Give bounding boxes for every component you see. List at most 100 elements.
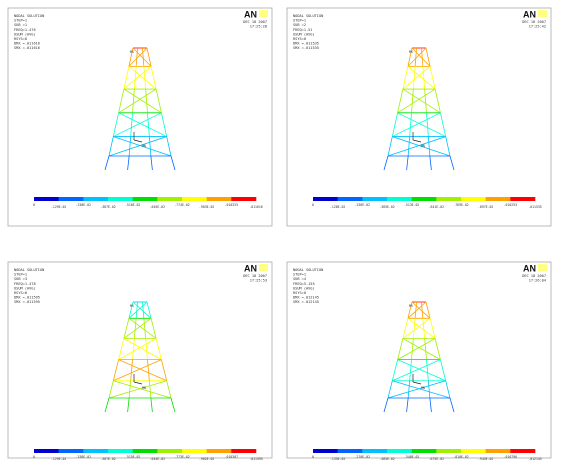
legend-label: .010307 [225, 455, 239, 459]
info-line: DMX =.012145 [293, 296, 319, 300]
logo-box [538, 10, 547, 17]
info-line: SUB =4 [293, 277, 306, 281]
legend-label: .387E-02 [100, 205, 115, 209]
logo-box [538, 264, 547, 271]
info-line: USUM (AVG) [293, 32, 315, 36]
legend-swatch [182, 197, 207, 201]
info-line: RSYS=0 [14, 37, 27, 41]
legend-swatch [133, 449, 158, 453]
legend-label: 0 [33, 455, 35, 459]
legend-label: .903E-02 [199, 205, 214, 209]
logo-box [259, 10, 268, 17]
panel-frame [8, 8, 272, 226]
info-line: USUM (AVG) [14, 32, 36, 36]
time: 17:25:53 [250, 279, 267, 283]
legend-swatch [486, 197, 511, 201]
legend-label: .011595 [249, 457, 263, 461]
legend-swatch [436, 197, 461, 201]
legend-label: .258E-02 [76, 203, 91, 207]
legend-swatch [313, 449, 338, 453]
legend-swatch [313, 197, 338, 201]
info-line: STEP=1 [14, 273, 27, 277]
legend-label: .385E-02 [379, 205, 394, 209]
legend-swatch [461, 449, 486, 453]
info-line: FREQ=1.51 [293, 28, 312, 32]
legend-label: .540E-02 [404, 455, 419, 459]
info-line: DMX =.011595 [14, 296, 40, 300]
info-line: STEP=1 [293, 19, 306, 23]
info-line: DMX =.011535 [293, 42, 319, 46]
legend-swatch [338, 197, 363, 201]
node-label: MX [130, 50, 134, 54]
legend-swatch [362, 449, 387, 453]
legend-label: .011535 [528, 205, 542, 209]
legend-label: .769E-02 [453, 203, 468, 207]
info-line: USUM (AVG) [293, 286, 315, 290]
legend-swatch [108, 197, 133, 201]
legend-swatch [338, 449, 363, 453]
legend-swatch [59, 197, 84, 201]
legend-label: .513E-02 [404, 203, 419, 207]
info-line: SUB =1 [14, 23, 27, 27]
legend-label: .515E-02 [125, 455, 140, 459]
legend-label: .129E-02 [51, 457, 66, 461]
legend-label: .516E-02 [125, 203, 140, 207]
info-line: DMX =.011616 [14, 42, 40, 46]
legend-swatch [182, 449, 207, 453]
date: DEC 18 2007 [243, 274, 267, 278]
legend-label: .012145 [528, 457, 542, 461]
legend-swatch [412, 197, 437, 201]
time: 17:25:42 [529, 25, 546, 29]
legend-label: .010325 [225, 203, 239, 207]
legend-label: .129E-02 [51, 205, 66, 209]
info-line: SMX =.011616 [14, 46, 40, 50]
legend-swatch [34, 197, 59, 201]
panel-frame [287, 8, 551, 226]
node-label: MN [421, 386, 425, 390]
info-line: USUM (AVG) [14, 286, 36, 290]
legend-label: 0 [312, 455, 314, 459]
legend-label: .945E-02 [478, 457, 493, 461]
legend-label: 0 [33, 203, 35, 207]
legend-swatch [461, 197, 486, 201]
screenshot: NODAL SOLUTIONSTEP=1SUB =1FREQ=1.476USUM… [0, 0, 563, 465]
time: 17:26:04 [529, 279, 546, 283]
date: DEC 18 2007 [522, 20, 546, 24]
logo: AN [523, 263, 536, 273]
legend-swatch [108, 449, 133, 453]
result-panel: NODAL SOLUTIONSTEP=1SUB =4FREQ=5.155USUM… [287, 262, 551, 461]
info-line: SMX =.011595 [14, 300, 40, 304]
legend-label: .897E-02 [478, 205, 493, 209]
legend-swatch [231, 449, 256, 453]
legend-swatch [231, 197, 256, 201]
legend-label: .405E-02 [379, 457, 394, 461]
info-line: NODAL SOLUTION [293, 14, 323, 18]
legend-swatch [157, 449, 182, 453]
legend-swatch [387, 197, 412, 201]
date: DEC 18 2007 [522, 274, 546, 278]
node-label: MX [409, 50, 413, 54]
logo-box [259, 264, 268, 271]
node-label: MN [142, 386, 146, 390]
info-line: SMX =.012145 [293, 300, 319, 304]
info-line: FREQ=1.478 [14, 282, 36, 286]
legend-swatch [83, 449, 108, 453]
legend-label: .010796 [504, 455, 518, 459]
legend-swatch [83, 197, 108, 201]
legend-label: .774E-02 [174, 203, 189, 207]
legend-label: .902E-02 [199, 457, 214, 461]
legend-swatch [59, 449, 84, 453]
legend-label: .010253 [504, 203, 518, 207]
info-line: SMX =.011535 [293, 46, 319, 50]
node-label: MN [421, 144, 425, 148]
legend-swatch [157, 197, 182, 201]
info-line: NODAL SOLUTION [14, 268, 44, 272]
info-line: RSYS=0 [293, 37, 306, 41]
legend-label: .128E-02 [330, 205, 345, 209]
info-line: RSYS=0 [14, 291, 27, 295]
legend-label: .387E-02 [100, 457, 115, 461]
legend-label: .256E-02 [355, 203, 370, 207]
node-label: MX [130, 304, 134, 308]
